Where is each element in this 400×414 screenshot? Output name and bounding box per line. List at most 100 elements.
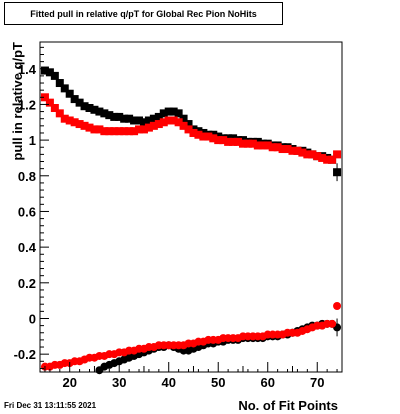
data-point-square xyxy=(95,107,104,116)
data-point-square xyxy=(105,111,114,120)
data-point-square xyxy=(135,125,144,134)
data-point-square xyxy=(90,125,99,134)
data-point-square xyxy=(263,141,272,150)
data-point-square xyxy=(80,102,89,111)
y-axis-label: pull in relative q/pT xyxy=(10,42,25,161)
data-point-square xyxy=(323,155,332,164)
data-point-square xyxy=(229,137,238,146)
data-point-square xyxy=(169,107,178,116)
y-tick-label: 0.6 xyxy=(18,204,36,219)
data-point-square xyxy=(55,79,64,88)
data-point-square xyxy=(95,125,104,134)
data-point-square xyxy=(224,137,233,146)
y-tick-label: 0 xyxy=(29,311,36,326)
data-point-square xyxy=(164,116,173,125)
x-tick-label: 70 xyxy=(310,375,324,390)
data-point-square xyxy=(50,104,59,112)
data-point-square xyxy=(184,125,193,134)
data-point-square xyxy=(318,153,327,162)
data-point-square xyxy=(65,116,74,125)
data-point-circle xyxy=(333,302,342,310)
data-point-square xyxy=(139,125,148,134)
data-point-square xyxy=(179,114,188,123)
data-point-square xyxy=(258,141,267,150)
data-point-square xyxy=(238,139,247,148)
chart-title: Fitted pull in relative q/pT for Global … xyxy=(30,8,257,19)
data-point-square xyxy=(60,114,69,123)
data-point-square xyxy=(105,127,114,136)
data-point-square xyxy=(268,143,277,152)
data-point-square xyxy=(219,136,228,145)
data-point-square xyxy=(115,112,124,121)
data-point-square xyxy=(189,128,198,137)
x-tick-label: 40 xyxy=(161,375,175,390)
data-point-square xyxy=(174,109,183,118)
data-point-square xyxy=(194,130,203,139)
data-point-square xyxy=(159,109,168,118)
data-point-square xyxy=(209,134,218,143)
data-point-square xyxy=(110,127,119,136)
data-point-square xyxy=(90,105,99,114)
data-point-square xyxy=(75,98,84,107)
x-tick-label: 30 xyxy=(112,375,126,390)
data-point-square xyxy=(130,116,139,125)
data-point-square xyxy=(154,112,163,121)
y-tick-label: 0.8 xyxy=(18,169,36,184)
y-tick-label: -0.2 xyxy=(14,347,36,362)
data-point-square xyxy=(120,114,129,123)
data-point-square xyxy=(199,132,208,141)
data-point-square xyxy=(308,150,317,159)
data-point-square xyxy=(278,145,287,154)
data-point-square xyxy=(65,89,74,98)
data-point-square xyxy=(214,136,223,145)
data-point-square xyxy=(125,114,134,123)
data-point-square xyxy=(169,116,178,125)
data-point-square xyxy=(144,123,153,132)
data-point-square xyxy=(149,114,158,123)
data-point-square xyxy=(139,118,148,127)
data-point-square xyxy=(70,95,79,104)
data-point-square xyxy=(50,71,59,80)
data-point-square xyxy=(273,143,282,152)
data-point-square xyxy=(333,150,342,159)
data-point-square xyxy=(100,109,109,118)
data-point-square xyxy=(313,152,322,161)
data-point-square xyxy=(80,121,89,130)
data-point-square xyxy=(115,127,124,136)
y-tick-label: 1.4 xyxy=(18,62,37,77)
data-point-square xyxy=(45,68,54,77)
x-tick-label: 20 xyxy=(62,375,76,390)
data-point-square xyxy=(243,139,252,148)
data-point-square xyxy=(303,150,312,159)
plot-frame xyxy=(39,41,343,373)
x-axis-label: No. of Fit Points xyxy=(238,398,338,413)
data-point-square xyxy=(135,116,144,125)
data-point-square xyxy=(288,146,297,155)
y-tick-label: 1.2 xyxy=(18,97,36,112)
data-point-square xyxy=(179,121,188,130)
data-point-square xyxy=(70,118,79,127)
y-tick-label: 1 xyxy=(29,133,36,148)
data-point-square xyxy=(253,141,262,150)
data-point-square xyxy=(144,116,153,125)
data-point-square xyxy=(40,93,49,102)
data-point-square xyxy=(100,127,109,136)
data-point-square xyxy=(110,112,119,121)
data-point-square xyxy=(149,121,158,130)
data-point-square xyxy=(234,137,243,146)
data-point-square xyxy=(40,66,49,75)
data-point-square xyxy=(45,98,54,107)
x-tick-label: 60 xyxy=(261,375,275,390)
data-point-square xyxy=(55,109,64,118)
footer-timestamp: Fri Dec 31 13:11:55 2021 xyxy=(4,401,97,410)
data-point-square xyxy=(154,120,163,129)
chart-title-box: Fitted pull in relative q/pT for Global … xyxy=(4,2,283,25)
data-point-square xyxy=(248,139,257,148)
data-point-square xyxy=(159,118,168,127)
data-point-square xyxy=(125,127,134,136)
y-tick-label: 0.4 xyxy=(18,240,37,255)
data-point-square xyxy=(85,123,94,132)
data-point-square xyxy=(85,104,94,112)
data-point-square xyxy=(164,107,173,116)
